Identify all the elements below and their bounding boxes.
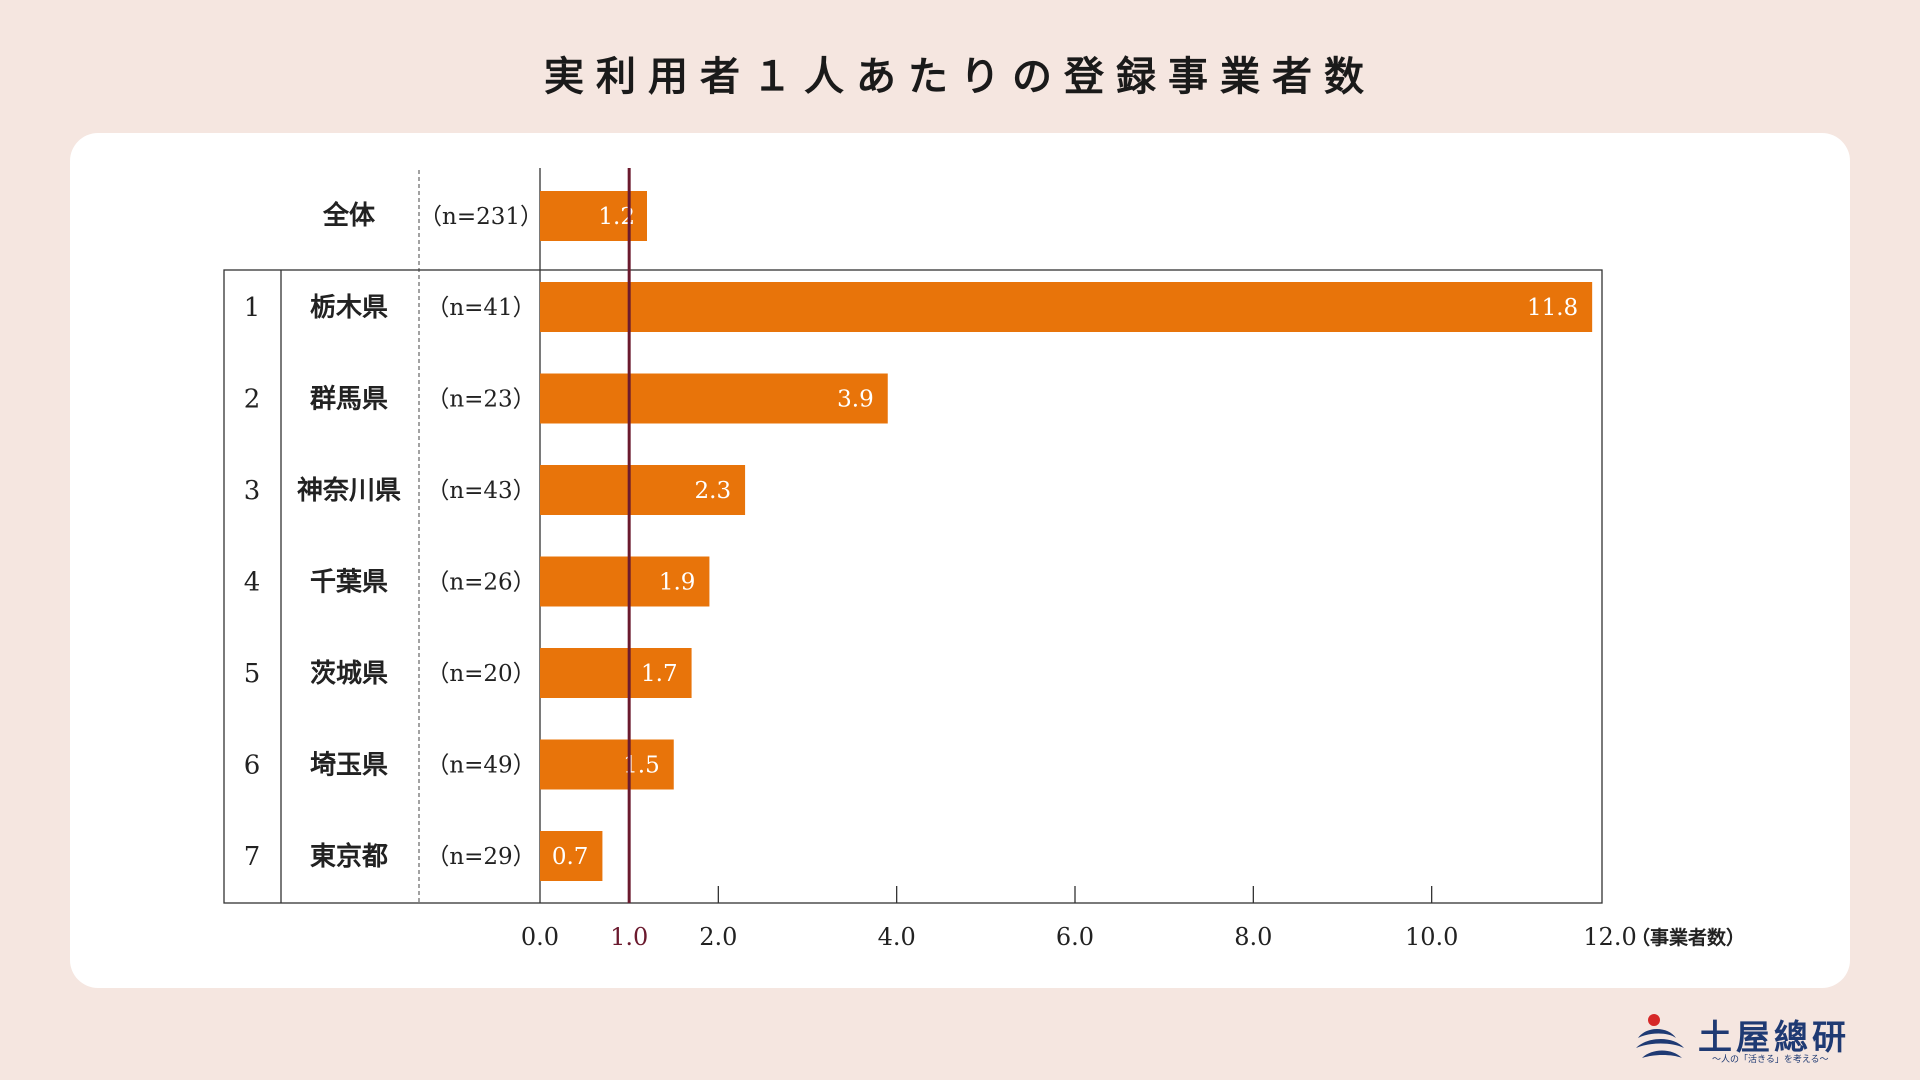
row-n: （n=49） (426, 753, 535, 779)
swirl-logo-icon (1636, 1014, 1684, 1058)
bar (540, 739, 674, 790)
row-rank: 1 (244, 293, 261, 323)
row-rank: 7 (244, 842, 261, 872)
x-tick-label: 2.0 (699, 923, 737, 951)
logo-name: 土屋總研 (1698, 1018, 1850, 1058)
row-rank: 4 (244, 568, 261, 598)
row-label: 千葉県 (310, 568, 388, 598)
row-rank: 6 (244, 751, 261, 781)
x-tick-label: 8.0 (1234, 923, 1272, 951)
x-tick-label: 1.0 (610, 923, 648, 951)
row-n: （n=20） (426, 661, 535, 687)
x-axis-unit-label: （事業者数） (1631, 926, 1745, 949)
bar-value-label: 1.9 (659, 570, 696, 596)
x-tick-label: 0.0 (521, 923, 559, 951)
brand-logo: 土屋總研 〜人の「活きる」を考える〜 (1630, 1006, 1860, 1066)
row-rank: 2 (244, 385, 261, 415)
row-rank: 5 (244, 659, 261, 689)
bar-value-label: 0.7 (552, 844, 589, 870)
x-tick-label: 12.0 (1583, 923, 1636, 951)
row-n: （n=29） (426, 844, 535, 870)
row-n: （n=43） (426, 478, 535, 504)
row-label: 東京都 (310, 841, 388, 872)
x-tick-label: 4.0 (878, 923, 916, 951)
chart-title: 実利用者１人あたりの登録事業者数 (544, 53, 1376, 100)
row-n: （n=41） (426, 295, 535, 321)
bar (540, 373, 888, 424)
overall-n: （n=231） (419, 204, 543, 230)
row-label: 茨城県 (310, 659, 388, 689)
bar (540, 282, 1593, 332)
logo-tagline: 〜人の「活きる」を考える〜 (1712, 1055, 1829, 1065)
chart-card (70, 133, 1850, 988)
row-label: 神奈川県 (297, 476, 401, 506)
bar (540, 648, 692, 698)
row-label: 群馬県 (309, 385, 388, 415)
overall-label: 全体 (322, 200, 376, 231)
bar (540, 465, 746, 515)
row-label: 栃木県 (310, 293, 388, 323)
row-rank: 3 (244, 476, 261, 506)
bar-value-label: 3.9 (837, 387, 874, 413)
bar-value-label: 2.3 (695, 478, 732, 504)
bar (540, 831, 603, 881)
x-tick-label: 10.0 (1405, 923, 1458, 951)
row-n: （n=26） (426, 570, 535, 596)
table-frame (223, 269, 1603, 904)
row-n: （n=23） (426, 387, 535, 413)
bar-value-label: 11.8 (1527, 295, 1578, 321)
x-tick-label: 6.0 (1056, 923, 1094, 951)
bar (540, 556, 710, 607)
row-label: 埼玉県 (310, 751, 388, 781)
bar-value-label: 1.7 (641, 661, 678, 687)
